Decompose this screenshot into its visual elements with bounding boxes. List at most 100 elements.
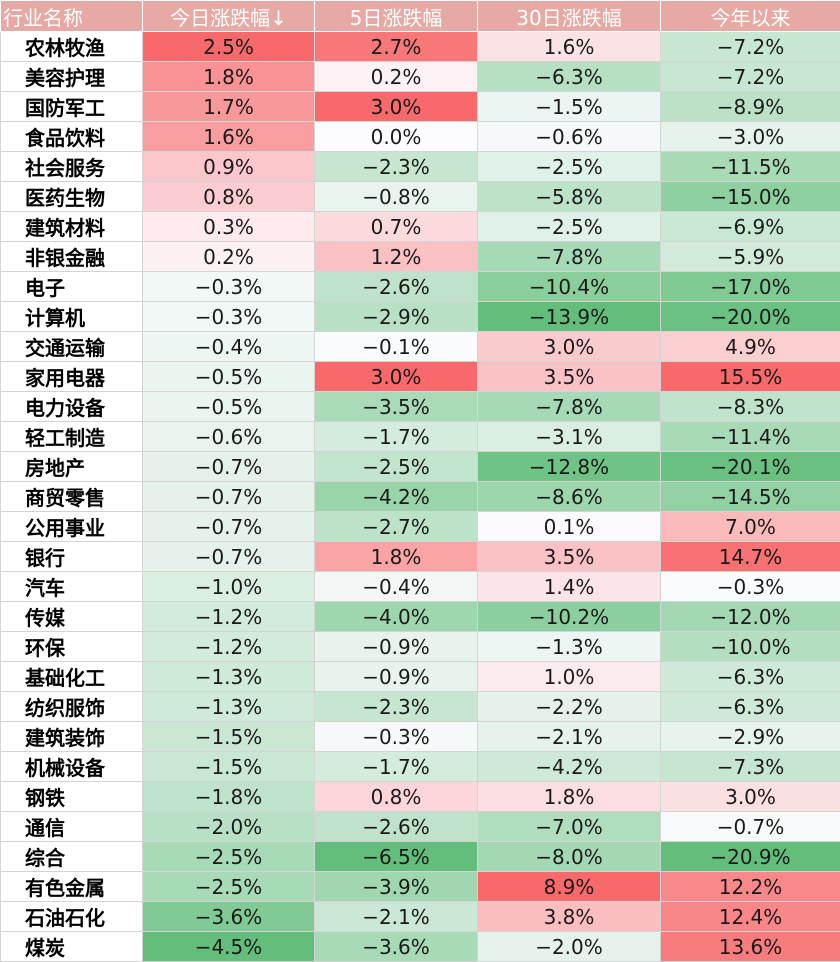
- 30day-change-cell: −8.6%: [478, 482, 661, 512]
- ytd-change-cell: 3.0%: [661, 782, 840, 812]
- ytd-change-cell: −6.9%: [661, 212, 840, 242]
- industry-name-cell: 银行: [1, 542, 143, 572]
- today-change-cell: 1.6%: [143, 122, 315, 152]
- ytd-change-cell: −11.5%: [661, 152, 840, 182]
- 30day-change-cell: −0.6%: [478, 122, 661, 152]
- 30day-change-cell: 1.0%: [478, 662, 661, 692]
- 5day-change-cell: −0.1%: [315, 332, 478, 362]
- industry-name-cell: 煤炭: [1, 932, 143, 962]
- ytd-change-cell: −7.2%: [661, 32, 840, 62]
- column-header-industry[interactable]: 行业名称: [1, 1, 143, 32]
- ytd-change-cell: −7.3%: [661, 752, 840, 782]
- industry-name-cell: 房地产: [1, 452, 143, 482]
- industry-name-cell: 传媒: [1, 602, 143, 632]
- today-change-cell: −2.0%: [143, 812, 315, 842]
- industry-name-cell: 建筑装饰: [1, 722, 143, 752]
- 30day-change-cell: 3.0%: [478, 332, 661, 362]
- 30day-change-cell: 1.4%: [478, 572, 661, 602]
- ytd-change-cell: −2.9%: [661, 722, 840, 752]
- table-row: 纺织服饰−1.3%−2.3%−2.2%−6.3%: [1, 692, 840, 722]
- today-change-cell: −1.3%: [143, 662, 315, 692]
- 5day-change-cell: −0.4%: [315, 572, 478, 602]
- today-change-cell: 0.2%: [143, 242, 315, 272]
- 5day-change-cell: 0.0%: [315, 122, 478, 152]
- column-header-30day-change[interactable]: 30日涨跌幅: [478, 1, 661, 32]
- table-row: 传媒−1.2%−4.0%−10.2%−12.0%: [1, 602, 840, 632]
- ytd-change-cell: −0.3%: [661, 572, 840, 602]
- today-change-cell: −1.2%: [143, 602, 315, 632]
- today-change-cell: −0.6%: [143, 422, 315, 452]
- ytd-change-cell: −14.5%: [661, 482, 840, 512]
- 30day-change-cell: −6.3%: [478, 62, 661, 92]
- industry-name-cell: 公用事业: [1, 512, 143, 542]
- table-row: 交通运输−0.4%−0.1%3.0%4.9%: [1, 332, 840, 362]
- ytd-change-cell: −8.3%: [661, 392, 840, 422]
- industry-name-cell: 机械设备: [1, 752, 143, 782]
- header-row: 行业名称 今日涨跌幅↓ 5日涨跌幅 30日涨跌幅 今年以来: [1, 1, 840, 32]
- today-change-cell: 0.3%: [143, 212, 315, 242]
- 5day-change-cell: 0.2%: [315, 62, 478, 92]
- ytd-change-cell: −15.0%: [661, 182, 840, 212]
- today-change-cell: −0.7%: [143, 452, 315, 482]
- 30day-change-cell: −7.0%: [478, 812, 661, 842]
- column-header-today-change[interactable]: 今日涨跌幅↓: [143, 1, 315, 32]
- 5day-change-cell: −2.6%: [315, 272, 478, 302]
- table-row: 公用事业−0.7%−2.7%0.1%7.0%: [1, 512, 840, 542]
- table-row: 综合−2.5%−6.5%−8.0%−20.9%: [1, 842, 840, 872]
- industry-name-cell: 国防军工: [1, 92, 143, 122]
- table-row: 计算机−0.3%−2.9%−13.9%−20.0%: [1, 302, 840, 332]
- table-row: 通信−2.0%−2.6%−7.0%−0.7%: [1, 812, 840, 842]
- table-row: 煤炭−4.5%−3.6%−2.0%13.6%: [1, 932, 840, 962]
- today-change-cell: 1.8%: [143, 62, 315, 92]
- table-row: 电力设备−0.5%−3.5%−7.8%−8.3%: [1, 392, 840, 422]
- industry-name-cell: 汽车: [1, 572, 143, 602]
- 30day-change-cell: −8.0%: [478, 842, 661, 872]
- industry-name-cell: 美容护理: [1, 62, 143, 92]
- 5day-change-cell: −2.7%: [315, 512, 478, 542]
- 5day-change-cell: 0.7%: [315, 212, 478, 242]
- 30day-change-cell: −7.8%: [478, 242, 661, 272]
- ytd-change-cell: 14.7%: [661, 542, 840, 572]
- 30day-change-cell: −3.1%: [478, 422, 661, 452]
- today-change-cell: −1.3%: [143, 692, 315, 722]
- industry-name-cell: 轻工制造: [1, 422, 143, 452]
- column-header-5day-change[interactable]: 5日涨跌幅: [315, 1, 478, 32]
- industry-name-cell: 社会服务: [1, 152, 143, 182]
- 30day-change-cell: −4.2%: [478, 752, 661, 782]
- 30day-change-cell: −7.8%: [478, 392, 661, 422]
- 30day-change-cell: 3.8%: [478, 902, 661, 932]
- industry-name-cell: 电子: [1, 272, 143, 302]
- industry-name-cell: 纺织服饰: [1, 692, 143, 722]
- 30day-change-cell: 8.9%: [478, 872, 661, 902]
- today-change-cell: −3.6%: [143, 902, 315, 932]
- table-row: 建筑装饰−1.5%−0.3%−2.1%−2.9%: [1, 722, 840, 752]
- today-change-cell: −4.5%: [143, 932, 315, 962]
- 5day-change-cell: −2.3%: [315, 152, 478, 182]
- industry-name-cell: 有色金属: [1, 872, 143, 902]
- industry-name-cell: 基础化工: [1, 662, 143, 692]
- 5day-change-cell: 1.8%: [315, 542, 478, 572]
- ytd-change-cell: 13.6%: [661, 932, 840, 962]
- 30day-change-cell: −2.2%: [478, 692, 661, 722]
- ytd-change-cell: −20.9%: [661, 842, 840, 872]
- ytd-change-cell: −10.0%: [661, 632, 840, 662]
- 5day-change-cell: −0.3%: [315, 722, 478, 752]
- ytd-change-cell: −5.9%: [661, 242, 840, 272]
- table-row: 家用电器−0.5%3.0%3.5%15.5%: [1, 362, 840, 392]
- column-header-ytd-change[interactable]: 今年以来: [661, 1, 840, 32]
- 5day-change-cell: −3.9%: [315, 872, 478, 902]
- table-row: 钢铁−1.8%0.8%1.8%3.0%: [1, 782, 840, 812]
- table-row: 房地产−0.7%−2.5%−12.8%−20.1%: [1, 452, 840, 482]
- ytd-change-cell: −3.0%: [661, 122, 840, 152]
- table-row: 环保−1.2%−0.9%−1.3%−10.0%: [1, 632, 840, 662]
- 30day-change-cell: −10.4%: [478, 272, 661, 302]
- table-row: 石油石化−3.6%−2.1%3.8%12.4%: [1, 902, 840, 932]
- table-row: 电子−0.3%−2.6%−10.4%−17.0%: [1, 272, 840, 302]
- 5day-change-cell: −0.8%: [315, 182, 478, 212]
- industry-name-cell: 家用电器: [1, 362, 143, 392]
